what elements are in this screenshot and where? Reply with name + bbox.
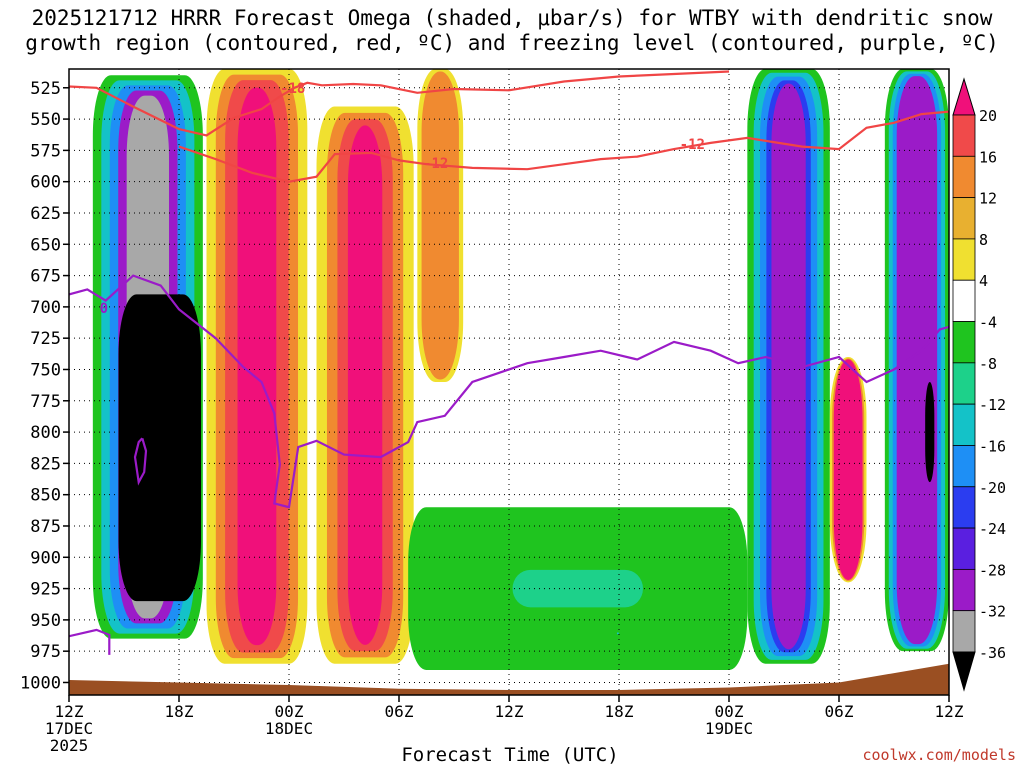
y-tick-label-675: 675 (30, 267, 61, 287)
ground-fill (69, 663, 949, 695)
y-tick-label-650: 650 (30, 235, 61, 255)
colorbar: 20 16 12 8 4 -4 -8 -12 -16 -20 -24 -28 -32 -36 (952, 77, 1006, 692)
omega-shading (92, 69, 949, 670)
colorbar-label-11: -28 (979, 561, 1006, 579)
colorbar-label-10: -24 (979, 520, 1006, 538)
colorbar-label-8: -16 (979, 437, 1006, 455)
colorbar-swatch-6 (952, 321, 976, 364)
contour-label-2: -12 (680, 137, 705, 153)
x-tick-label-12-0: 00Z (275, 702, 304, 721)
contour-label-3: 0 (100, 301, 108, 317)
y-tick-label-800: 800 (30, 423, 61, 443)
credit-link[interactable]: coolwx.com/models (862, 746, 1016, 764)
ground-surface (69, 663, 949, 695)
colorbar-swatch-12 (952, 568, 976, 612)
x-tick-label-0-0: 12Z (55, 702, 84, 721)
contour-label-1: -12 (423, 156, 448, 172)
y-tick-label-575: 575 (30, 141, 61, 161)
colorbar-label-6: -8 (979, 355, 997, 373)
contour-4 (69, 628, 111, 655)
contour-5 (133, 437, 148, 486)
y-tick-label-950: 950 (30, 611, 61, 631)
plot-area: -18 -12 -12 0 (69, 69, 949, 695)
y-tick-label-850: 850 (30, 486, 61, 506)
x-tick-label-24-0: 12Z (495, 702, 524, 721)
title-line-1: 2025121712 HRRR Forecast Omega (shaded, … (31, 6, 993, 30)
y-tick-label-1000: 1000 (20, 673, 61, 693)
colorbar-swatch-8 (952, 403, 976, 446)
colorbar-swatch-3 (952, 197, 976, 240)
x-tick-label-42-0: 06Z (825, 702, 854, 721)
omega-region-2-level-3 (237, 87, 277, 646)
colorbar-swatch-13 (952, 610, 976, 653)
colorbar-label-3: 8 (979, 231, 988, 249)
contour-0 (69, 70, 730, 137)
title-line-2: growth region (contoured, red, ºC) and f… (25, 31, 999, 55)
colorbar-label-12: -32 (979, 603, 1006, 621)
omega-region-5-level-2 (616, 632, 619, 635)
colorbar-label-0: 20 (979, 107, 997, 125)
colorbar-top-arrow (952, 77, 976, 116)
omega-region-4-level-1 (421, 71, 459, 380)
contour-1 (178, 110, 949, 183)
colorbar-label-4: 4 (979, 272, 988, 290)
x-tick-label-30-0: 18Z (605, 702, 634, 721)
colorbar-swatch-9 (952, 445, 976, 488)
chart-title: 2025121712 HRRR Forecast Omega (shaded, … (0, 6, 1024, 56)
colorbar-label-13: -36 (979, 644, 1006, 662)
y-axis: 525 550 575 600 625 650 675 700 725 750 775 800 825 8… (20, 79, 69, 693)
x-tick-label-6-0: 18Z (165, 702, 194, 721)
contour-3 (69, 274, 949, 509)
colorbar-bottom-arrow (952, 651, 976, 692)
omega-region-7-level-2 (833, 359, 863, 580)
y-tick-label-775: 775 (30, 392, 61, 412)
y-tick-label-625: 625 (30, 204, 61, 224)
y-tick-label-975: 975 (30, 642, 61, 662)
colorbar-swatch-2 (952, 155, 976, 199)
x-tick-label-36-0: 00Z (715, 702, 744, 721)
x-axis-title: Forecast Time (UTC) (401, 744, 619, 766)
omega-region-6-level-4 (771, 83, 806, 650)
colorbar-label-1: 16 (979, 148, 997, 166)
colorbar-label-7: -12 (979, 396, 1006, 414)
contour-label-0: -18 (280, 81, 305, 97)
omega-region-1-level-0 (118, 294, 201, 602)
x-tick-label-48-0: 12Z (935, 702, 964, 721)
y-tick-label-925: 925 (30, 580, 61, 600)
y-tick-label-900: 900 (30, 548, 61, 568)
omega-region-5-level-1 (512, 569, 643, 608)
x-tick-label-18-0: 06Z (385, 702, 414, 721)
x-tick-label-36-1: 19DEC (705, 719, 753, 738)
y-tick-label-725: 725 (30, 329, 61, 349)
y-tick-label-875: 875 (30, 517, 61, 537)
y-tick-label-700: 700 (30, 298, 61, 318)
colorbar-swatch-5 (952, 279, 976, 322)
y-tick-label-600: 600 (30, 173, 61, 193)
contour-lines: -18 -12 -12 0 (69, 70, 949, 655)
colorbar-swatch-1 (952, 114, 976, 157)
colorbar-swatch-7 (952, 362, 976, 405)
colorbar-label-2: 12 (979, 190, 997, 208)
colorbar-label-9: -20 (979, 479, 1006, 497)
y-tick-label-825: 825 (30, 454, 61, 474)
colorbar-label-5: -4 (979, 314, 997, 332)
x-tick-label-12-1: 18DEC (265, 719, 313, 738)
y-tick-label-750: 750 (30, 360, 61, 380)
y-tick-label-550: 550 (30, 110, 61, 130)
colorbar-swatch-11 (952, 527, 976, 570)
x-tick-label-0-1: 17DEC (45, 719, 93, 738)
y-tick-label-525: 525 (30, 79, 61, 99)
grid-lines (69, 69, 949, 695)
omega-region-8-level-3 (896, 76, 938, 645)
x-tick-label-0-2: 2025 (50, 736, 89, 755)
colorbar-swatch-10 (952, 486, 976, 529)
colorbar-swatch-4 (952, 238, 976, 281)
omega-region-3-level-3 (347, 125, 383, 645)
